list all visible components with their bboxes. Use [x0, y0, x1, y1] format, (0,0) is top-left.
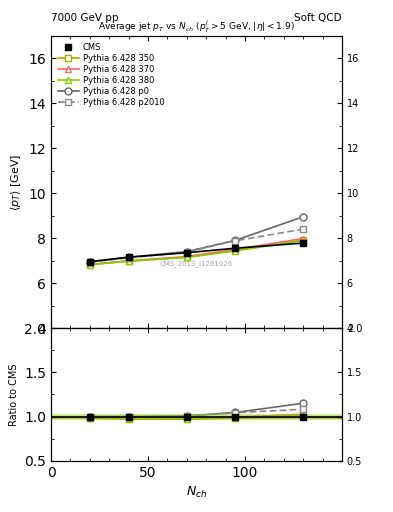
Text: CMS_2013_I1261026: CMS_2013_I1261026 — [160, 260, 233, 267]
Y-axis label: $\langle p_T \rangle$ [GeV]: $\langle p_T \rangle$ [GeV] — [9, 153, 23, 210]
Text: Rivet 3.1.10, ≥ 3M events: Rivet 3.1.10, ≥ 3M events — [392, 39, 393, 120]
Y-axis label: Ratio to CMS: Ratio to CMS — [9, 363, 19, 425]
Title: Average jet $p_T$ vs $N_{ch}$ ($p^j_T$$>$5 GeV, $|\eta|$$<$1.9): Average jet $p_T$ vs $N_{ch}$ ($p^j_T$$>… — [98, 18, 295, 35]
Legend: CMS, Pythia 6.428 350, Pythia 6.428 370, Pythia 6.428 380, Pythia 6.428 p0, Pyth: CMS, Pythia 6.428 350, Pythia 6.428 370,… — [55, 40, 167, 110]
Text: 7000 GeV pp: 7000 GeV pp — [51, 13, 119, 23]
X-axis label: $N_{ch}$: $N_{ch}$ — [186, 485, 207, 500]
Text: Soft QCD: Soft QCD — [294, 13, 342, 23]
